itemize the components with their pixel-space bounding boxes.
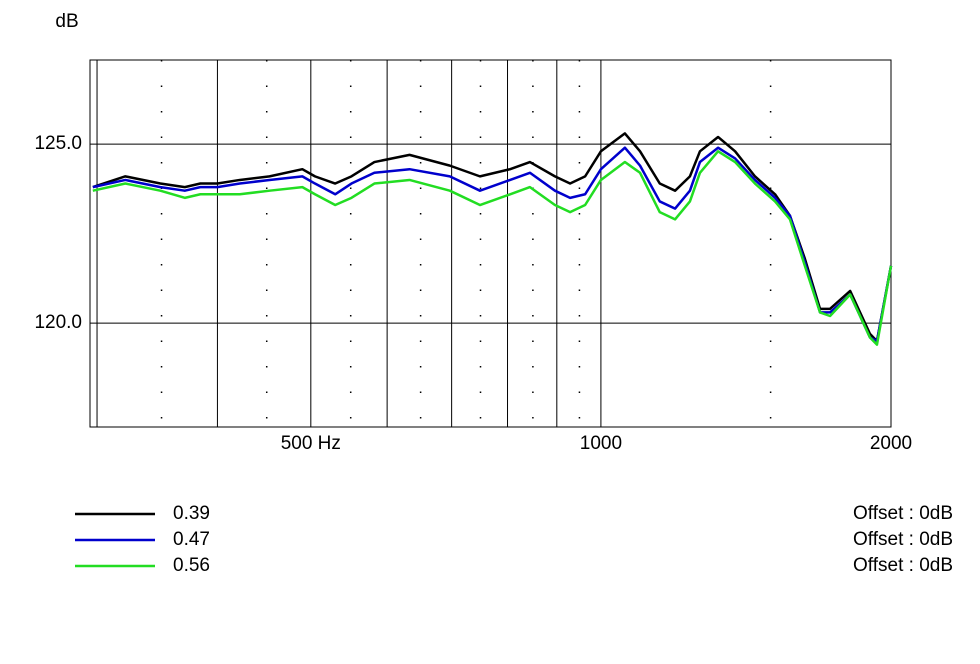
plot-frame [89,59,892,428]
legend-label: 0.39 [173,503,210,524]
legend-offset: Offset : 0dB [853,529,953,550]
data-line [92,150,893,346]
y-tick-label: 120.0 [34,312,82,333]
y-axis-label: dB [55,11,78,32]
legend-label: 0.56 [173,555,210,576]
legend-offset: Offset : 0dB [853,555,953,576]
legend-offset: Offset : 0dB [853,503,953,524]
y-tick-label: 125.0 [34,133,82,154]
x-tick-label: 2000 [870,433,912,454]
legend-label: 0.47 [173,529,210,550]
x-tick-label: 1000 [580,433,622,454]
x-tick-label: 500 Hz [281,433,341,454]
